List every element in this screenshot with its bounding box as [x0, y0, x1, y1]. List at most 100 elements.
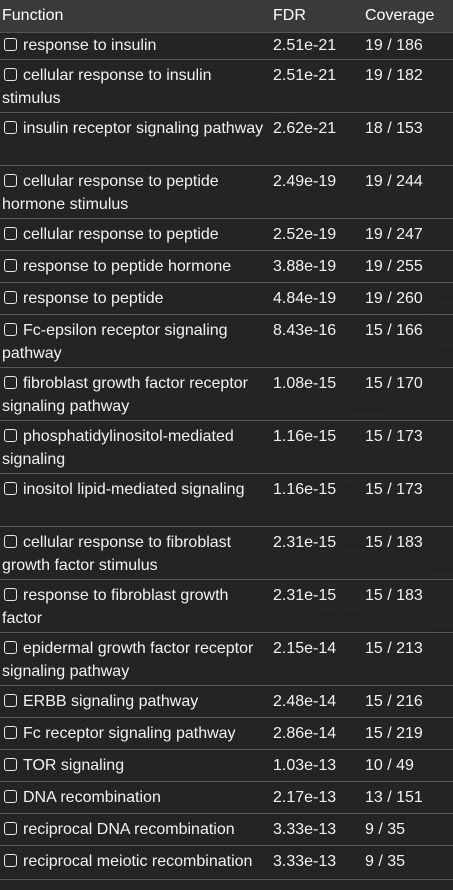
function-cell: response to insulin	[2, 34, 264, 57]
function-label: Fc receptor signaling pathway	[23, 725, 236, 742]
fdr-cell: 1.08e-15	[273, 375, 337, 392]
enrichment-table-body: response to insulin 2.51e-21 19 / 186 cellu…	[0, 32, 453, 880]
function-cell: DNA recombination	[2, 786, 264, 809]
function-cell: response to peptide hormone	[2, 255, 264, 278]
fdr-cell: 1.16e-15	[273, 481, 337, 498]
coverage-cell: 10 / 49	[365, 757, 414, 774]
fdr-cell: 2.49e-19	[273, 173, 337, 190]
table-row: inositol lipid-mediated signaling 1.16e-1…	[0, 474, 453, 527]
table-row: ERBB signaling pathway 2.48e-14 15 / 216	[0, 686, 453, 718]
function-cell: inositol lipid-mediated signaling	[2, 478, 264, 501]
coverage-cell: 19 / 247	[365, 226, 423, 243]
function-label: cellular response to peptide	[23, 226, 219, 243]
fdr-cell: 1.16e-15	[273, 428, 337, 445]
table-row: insulin receptor signaling pathway 2.62e-…	[0, 113, 453, 166]
function-label: response to fibroblast growth factor	[2, 587, 229, 627]
row-checkbox[interactable]	[4, 291, 17, 304]
fdr-cell: 3.88e-19	[273, 258, 337, 275]
row-checkbox[interactable]	[4, 38, 17, 51]
row-checkbox[interactable]	[4, 482, 17, 495]
fdr-cell: 2.31e-15	[273, 534, 337, 551]
fdr-cell: 2.17e-13	[273, 789, 337, 806]
function-label: cellular response to fibroblast growth f…	[2, 534, 232, 574]
coverage-cell: 19 / 244	[365, 173, 423, 190]
function-label: reciprocal meiotic recombination	[23, 853, 253, 870]
table-row: reciprocal meiotic recombination 3.33e-13…	[0, 846, 453, 880]
row-checkbox[interactable]	[4, 68, 17, 81]
function-label: ERBB signaling pathway	[23, 693, 199, 710]
row-checkbox[interactable]	[4, 854, 17, 867]
function-label: reciprocal DNA recombination	[23, 821, 235, 838]
function-label: response to insulin	[23, 37, 157, 54]
table-row: response to peptide hormone 3.88e-19 19 / …	[0, 251, 453, 283]
table-row: response to peptide 4.84e-19 19 / 260	[0, 283, 453, 315]
fdr-cell: 2.31e-15	[273, 587, 337, 604]
fdr-cell: 2.51e-21	[273, 67, 337, 84]
table-row: cellular response to peptide hormone sti…	[0, 166, 453, 219]
function-cell: insulin receptor signaling pathway	[2, 117, 264, 140]
fdr-cell: 1.03e-13	[273, 757, 337, 774]
function-label: TOR signaling	[23, 757, 125, 774]
fdr-cell: 3.33e-13	[273, 821, 337, 838]
row-checkbox[interactable]	[4, 726, 17, 739]
table-row: reciprocal DNA recombination 3.33e-13 9 / …	[0, 814, 453, 846]
function-cell: Fc receptor signaling pathway	[2, 722, 264, 745]
coverage-cell: 15 / 173	[365, 481, 423, 498]
function-cell: response to fibroblast growth factor	[2, 584, 264, 630]
coverage-cell: 15 / 216	[365, 693, 423, 710]
function-label: inositol lipid-mediated signaling	[23, 481, 245, 498]
function-cell: cellular response to insulin stimulus	[2, 64, 264, 110]
function-label: epidermal growth factor receptor signali…	[2, 640, 254, 680]
table-row: Fc receptor signaling pathway 2.86e-14 15 …	[0, 718, 453, 750]
coverage-cell: 15 / 183	[365, 534, 423, 551]
coverage-cell: 19 / 182	[365, 67, 423, 84]
function-label: insulin receptor signaling pathway	[23, 120, 264, 137]
column-header-function[interactable]: Function	[2, 7, 64, 24]
coverage-cell: 15 / 173	[365, 428, 423, 445]
coverage-cell: 15 / 219	[365, 725, 423, 742]
table-row: cellular response to insulin stimulus 2.5…	[0, 60, 453, 113]
table-row: epidermal growth factor receptor signali…	[0, 633, 453, 686]
fdr-cell: 2.62e-21	[273, 120, 337, 137]
fdr-cell: 2.15e-14	[273, 640, 337, 657]
coverage-cell: 19 / 260	[365, 290, 423, 307]
fdr-cell: 8.43e-16	[273, 322, 337, 339]
row-checkbox[interactable]	[4, 429, 17, 442]
row-checkbox[interactable]	[4, 121, 17, 134]
coverage-cell: 9 / 35	[365, 853, 406, 870]
coverage-cell: 15 / 166	[365, 322, 423, 339]
function-cell: reciprocal DNA recombination	[2, 818, 264, 841]
row-checkbox[interactable]	[4, 641, 17, 654]
row-checkbox[interactable]	[4, 790, 17, 803]
row-checkbox[interactable]	[4, 758, 17, 771]
row-checkbox[interactable]	[4, 588, 17, 601]
row-checkbox[interactable]	[4, 259, 17, 272]
row-checkbox[interactable]	[4, 376, 17, 389]
function-cell: cellular response to fibroblast growth f…	[2, 531, 264, 577]
column-header-fdr[interactable]: FDR	[273, 7, 306, 24]
function-label: Fc-epsilon receptor signaling pathway	[2, 322, 228, 362]
fdr-cell: 2.51e-21	[273, 37, 337, 54]
row-checkbox[interactable]	[4, 174, 17, 187]
row-checkbox[interactable]	[4, 227, 17, 240]
table-row: DNA recombination 2.17e-13 13 / 151	[0, 782, 453, 814]
function-cell: reciprocal meiotic recombination	[2, 850, 264, 873]
function-cell: cellular response to peptide	[2, 223, 264, 246]
function-cell: Fc-epsilon receptor signaling pathway	[2, 319, 264, 365]
table-row: phosphatidylinositol-mediated signaling 1…	[0, 421, 453, 474]
function-label: response to peptide	[23, 290, 164, 307]
function-cell: fibroblast growth factor receptor signal…	[2, 372, 264, 418]
row-checkbox[interactable]	[4, 694, 17, 707]
fdr-cell: 2.86e-14	[273, 725, 337, 742]
row-checkbox[interactable]	[4, 535, 17, 548]
function-cell: response to peptide	[2, 287, 264, 310]
row-checkbox[interactable]	[4, 323, 17, 336]
column-header-coverage[interactable]: Coverage	[365, 7, 435, 24]
coverage-cell: 13 / 151	[365, 789, 423, 806]
function-cell: cellular response to peptide hormone sti…	[2, 170, 264, 216]
function-label: fibroblast growth factor receptor signal…	[2, 375, 248, 415]
row-checkbox[interactable]	[4, 822, 17, 835]
function-label: cellular response to insulin stimulus	[2, 67, 212, 107]
function-cell: epidermal growth factor receptor signali…	[2, 637, 264, 683]
